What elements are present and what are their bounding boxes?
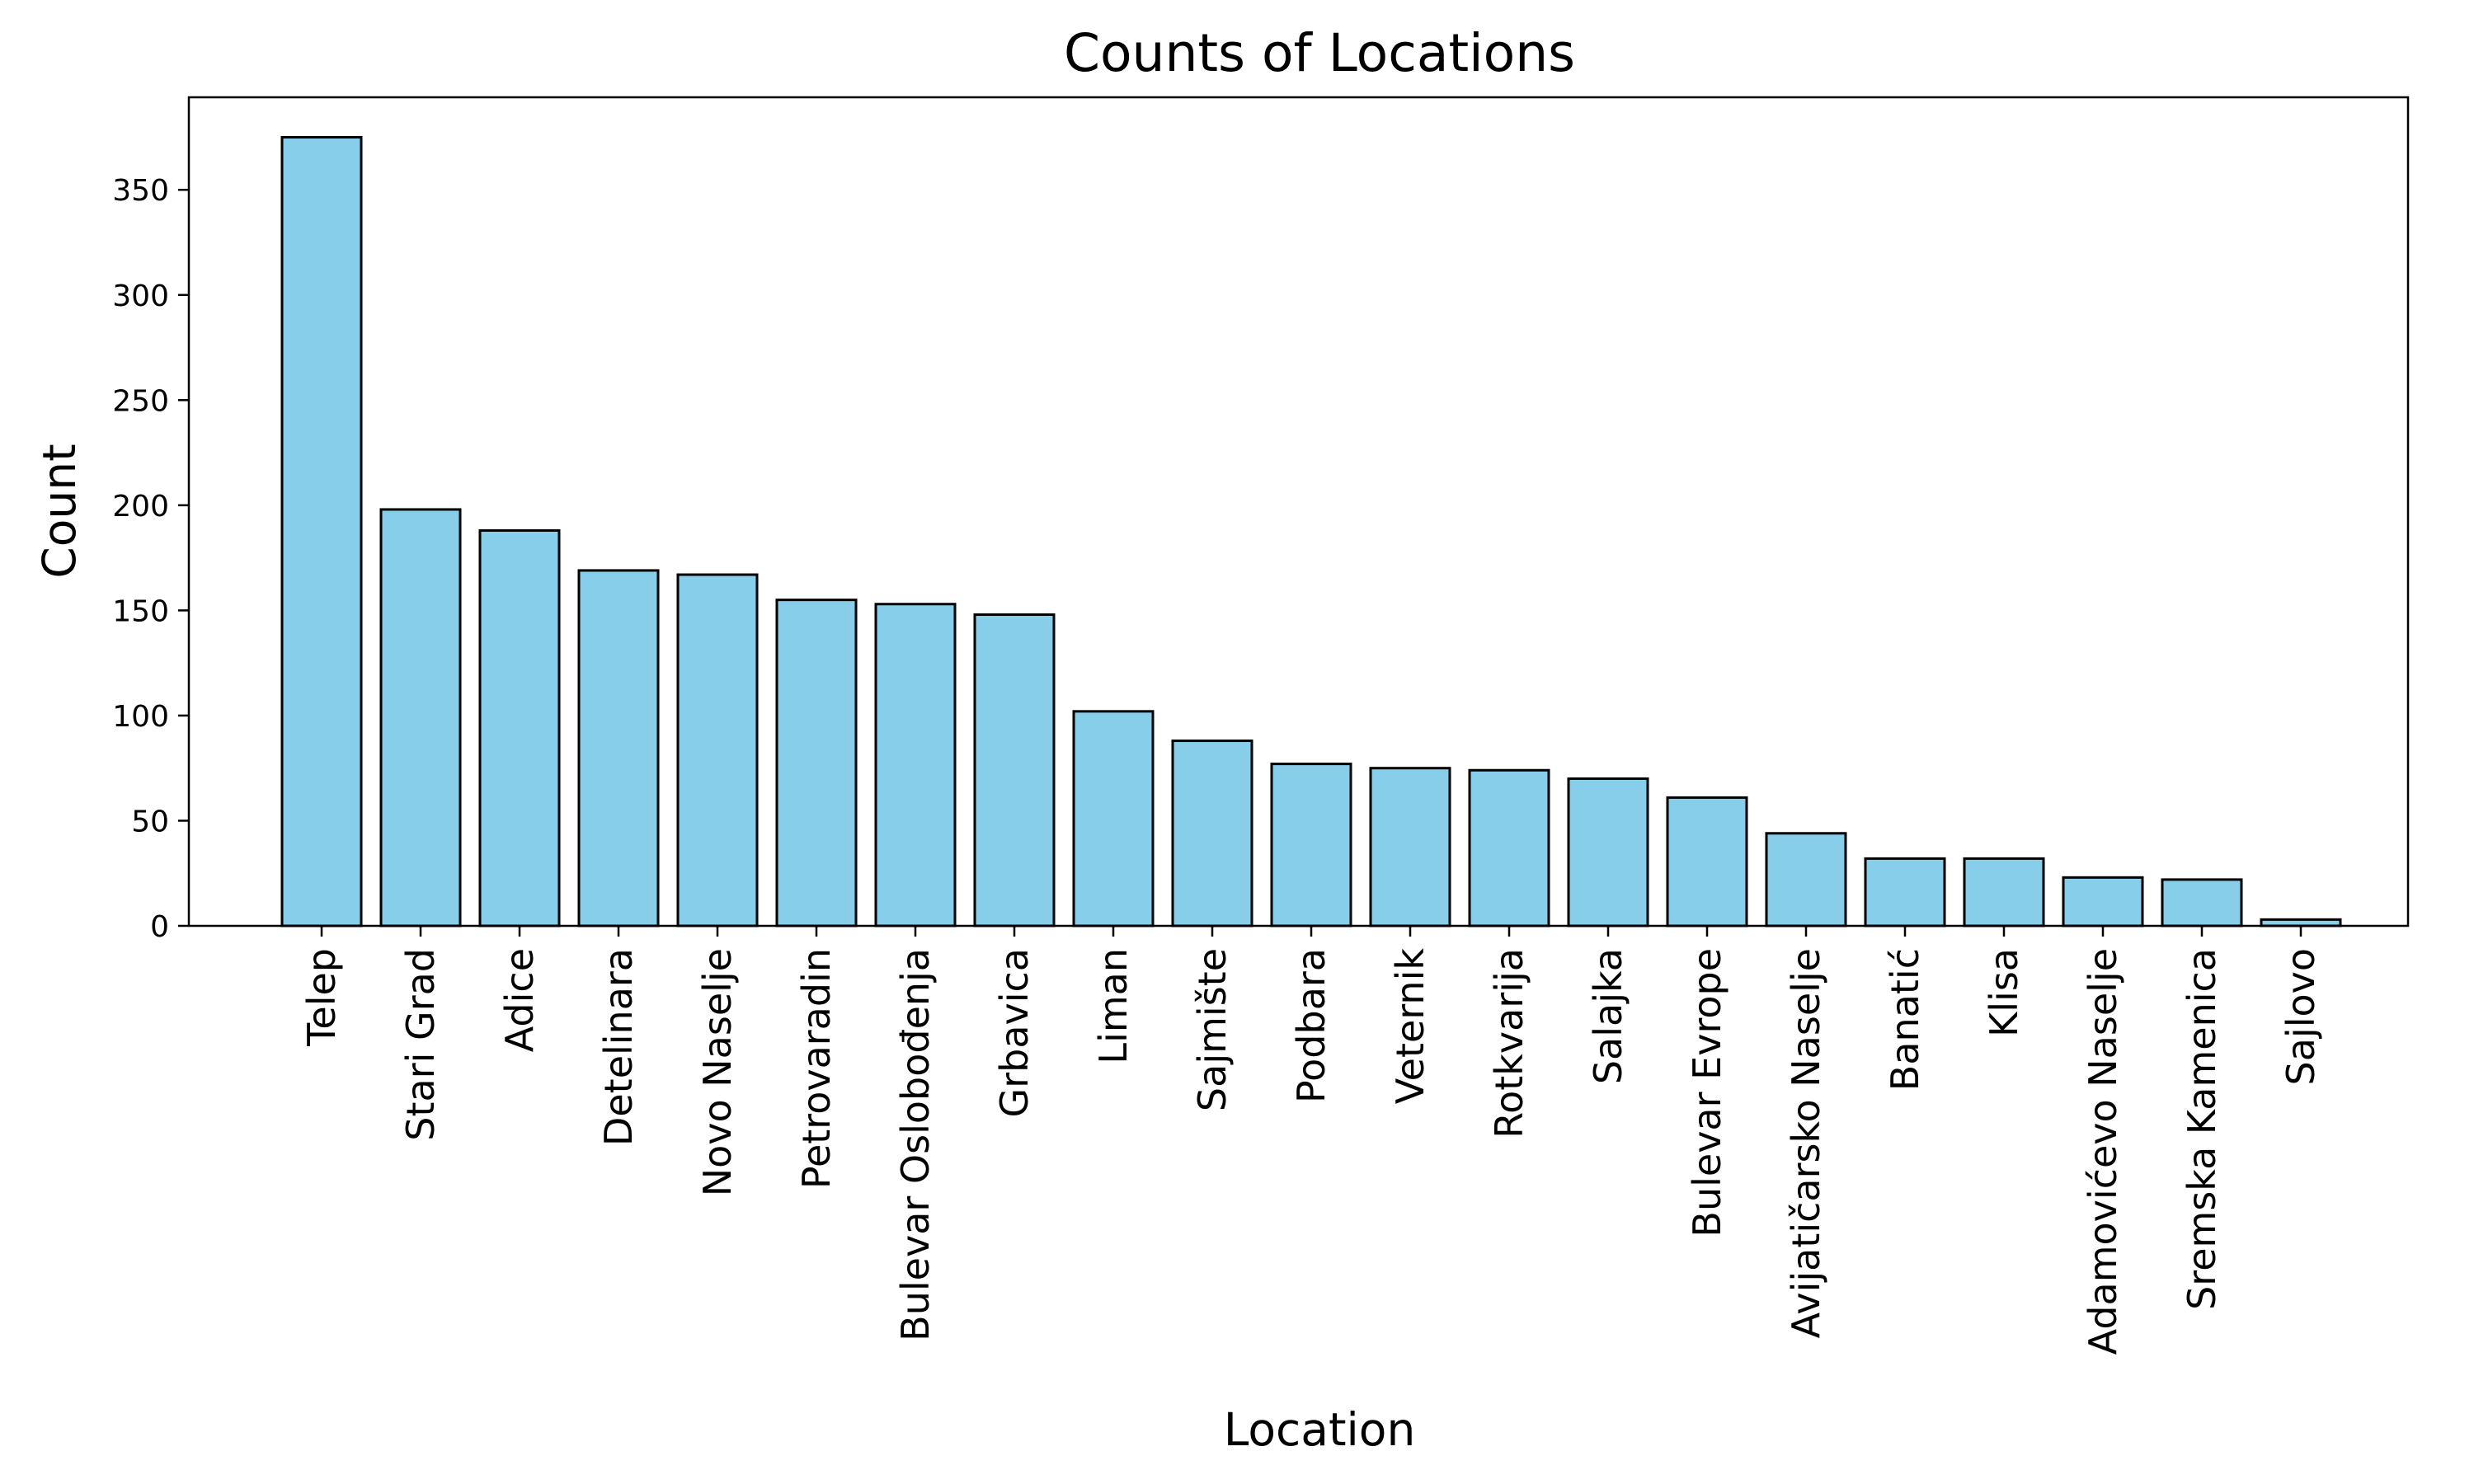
chart-title: Counts of Locations xyxy=(1064,23,1575,83)
bar xyxy=(1171,740,1253,928)
x-tick-label: Liman xyxy=(1091,948,1136,1064)
x-tick-label: Avijatičarsko Naselje xyxy=(1784,948,1828,1338)
y-tick-label: 200 xyxy=(112,490,169,524)
x-tick-label: Salajka xyxy=(1586,948,1630,1084)
bar xyxy=(676,573,759,928)
bar xyxy=(1666,796,1748,928)
bar xyxy=(280,135,363,928)
x-tick-label: Sajlovo xyxy=(2279,948,2323,1085)
x-tick-label: Novo Naselje xyxy=(695,948,740,1196)
bar xyxy=(577,569,660,928)
bar xyxy=(1963,857,2045,928)
x-tick-label: Adice xyxy=(497,948,542,1052)
x-tick-label: Grbavica xyxy=(992,948,1037,1117)
bar xyxy=(973,613,1056,928)
bar xyxy=(1567,777,1649,928)
x-tick-label: Bulevar Evrope xyxy=(1685,948,1729,1237)
y-tick-label: 250 xyxy=(112,384,169,418)
y-tick-label: 50 xyxy=(131,805,169,838)
x-tick-label: Veternik xyxy=(1388,948,1432,1105)
y-tick-label: 150 xyxy=(112,594,169,628)
x-tick-label: Sajmište xyxy=(1190,948,1235,1111)
y-tick-label: 100 xyxy=(112,700,169,734)
bar xyxy=(1765,832,1847,928)
bar xyxy=(1072,710,1155,928)
x-axis-label: Location xyxy=(1224,1403,1416,1456)
bar xyxy=(478,528,561,928)
bar xyxy=(1468,768,1550,928)
bar xyxy=(1369,767,1451,928)
bar xyxy=(2161,878,2243,928)
x-tick-label: Banatić xyxy=(1883,948,1927,1091)
x-tick-label: Stari Grad xyxy=(398,948,443,1141)
bar xyxy=(1270,763,1352,928)
x-tick-label: Bulevar Oslobođenja xyxy=(893,948,938,1341)
y-tick-label: 350 xyxy=(112,174,169,208)
x-tick-label: Podbara xyxy=(1289,948,1333,1103)
plot-area: 0 50 100 150 200 250 300 350 Telep Stari Grad Adic… xyxy=(112,135,2342,1355)
bar xyxy=(379,508,462,928)
x-tick-label: Telep xyxy=(299,948,344,1047)
bar xyxy=(874,603,957,928)
x-tick-label: Klisa xyxy=(1982,948,2026,1037)
y-tick-label: 0 xyxy=(150,910,169,944)
x-tick-label: Adamovićevo Naselje xyxy=(2081,948,2125,1355)
bar xyxy=(2062,876,2144,928)
x-tick-label: Sremska Kamenica xyxy=(2180,948,2224,1310)
x-tick-label: Petrovaradin xyxy=(794,948,839,1189)
bar xyxy=(775,599,858,928)
y-axis-label: Count xyxy=(33,444,86,578)
bar xyxy=(1864,857,1946,928)
plot-frame xyxy=(187,96,2410,928)
x-tick-label: Detelinara xyxy=(596,948,641,1146)
y-tick-label: 300 xyxy=(112,279,169,313)
x-tick-label: Rotkvarija xyxy=(1487,948,1531,1139)
